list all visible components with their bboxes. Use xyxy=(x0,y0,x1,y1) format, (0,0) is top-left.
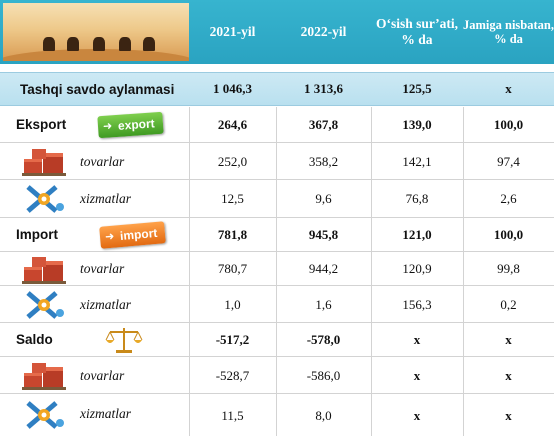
table-row-balance-services: xizmatlar 11,5 8,0 x x xyxy=(0,395,554,436)
cell-share: 99,8 xyxy=(497,261,520,276)
cell-2021: 11,5 xyxy=(221,407,244,423)
table-row-export-services: xizmatlar 12,5 9,6 76,8 2,6 xyxy=(0,181,554,218)
cell-2021: -528,7 xyxy=(215,367,250,383)
cell-2021: 264,6 xyxy=(217,116,248,132)
header-share: Jamiga nisbatan, % da xyxy=(463,17,554,46)
total-2021: 1 046,3 xyxy=(213,81,252,96)
row-label: Eksport xyxy=(16,117,67,132)
total-share: x xyxy=(505,81,512,96)
table-row-import: Import ➜ import 781,8 945,8 121,0 100,0 xyxy=(0,219,554,252)
cell-growth: x xyxy=(413,332,421,347)
cell-2022: -578,0 xyxy=(306,332,341,347)
table-row-import-goods: tovarlar 780,7 944,2 120,9 99,8 xyxy=(0,253,554,286)
row-label: xizmatlar xyxy=(80,406,132,421)
cell-2022: 945,8 xyxy=(308,227,339,242)
cell-2022: -586,0 xyxy=(306,367,341,383)
cell-2022: 8,0 xyxy=(315,407,332,423)
cell-share: 100,0 xyxy=(493,116,524,132)
table-row-balance: Saldo -517,2 -578,0 x x xyxy=(0,324,554,357)
scales-icon xyxy=(105,328,143,353)
cell-2021: 12,5 xyxy=(221,191,244,206)
header-2022: 2022-yil xyxy=(300,24,347,40)
cell-growth: 120,9 xyxy=(402,261,432,276)
cell-2021: 1,0 xyxy=(224,296,241,312)
cell-share: 100,0 xyxy=(493,227,524,242)
cell-growth: 121,0 xyxy=(402,227,432,242)
table-row-export-goods: tovarlar 252,0 358,2 142,1 97,4 xyxy=(0,144,554,180)
cell-growth: 156,3 xyxy=(402,296,432,312)
table-row-export: Eksport ➜ export 264,6 367,8 139,0 100,0 xyxy=(0,107,554,143)
row-label: tovarlar xyxy=(80,154,125,169)
cell-2021: 781,8 xyxy=(217,227,248,242)
cargo-boxes-icon xyxy=(22,363,66,390)
cell-share: 0,2 xyxy=(500,296,517,312)
cell-2022: 944,2 xyxy=(308,261,339,276)
table-row-import-services: xizmatlar 1,0 1,6 156,3 0,2 xyxy=(0,287,554,323)
import-badge-icon: ➜ import xyxy=(99,221,167,249)
row-label: Saldo xyxy=(16,332,53,347)
cell-share: 97,4 xyxy=(497,153,520,169)
cell-2021: 780,7 xyxy=(217,261,248,276)
desert-caravan-image xyxy=(3,3,189,61)
row-label: tovarlar xyxy=(80,368,125,383)
table-header: 2021-yil 2022-yil O‘sish sur’ati, % da J… xyxy=(0,0,554,64)
row-label: Import xyxy=(16,227,58,242)
cargo-boxes-icon xyxy=(22,257,66,284)
export-badge-icon: ➜ export xyxy=(97,111,164,139)
cell-share: 2,6 xyxy=(500,191,517,206)
header-2021: 2021-yil xyxy=(209,24,256,40)
cell-growth: x xyxy=(413,407,421,423)
header-growth-rate: O‘sish sur’ati, % da xyxy=(375,16,458,47)
row-label: tovarlar xyxy=(80,261,125,276)
cell-2022: 1,6 xyxy=(315,296,332,312)
cell-share: x xyxy=(505,332,512,347)
cell-growth: 76,8 xyxy=(405,191,429,206)
total-2022: 1 313,6 xyxy=(304,81,343,96)
tools-gears-icon xyxy=(26,401,64,429)
cell-2021: 252,0 xyxy=(217,153,248,169)
cell-growth: x xyxy=(413,367,421,383)
total-label: Tashqi savdo aylanmasi xyxy=(20,82,175,97)
row-label: xizmatlar xyxy=(80,191,132,206)
tools-gears-icon xyxy=(26,185,64,213)
cell-growth: 142,1 xyxy=(402,153,432,169)
total-growth: 125,5 xyxy=(402,81,432,96)
cargo-boxes-icon xyxy=(22,149,66,176)
cell-2021: -517,2 xyxy=(215,332,250,347)
cell-2022: 9,6 xyxy=(315,191,332,206)
cell-growth: 139,0 xyxy=(402,116,432,132)
cell-2022: 367,8 xyxy=(308,116,339,132)
table-row-balance-goods: tovarlar -528,7 -586,0 x x xyxy=(0,358,554,394)
cell-share: x xyxy=(505,367,512,383)
cell-2022: 358,2 xyxy=(308,153,339,169)
row-label: xizmatlar xyxy=(80,297,132,312)
cell-share: x xyxy=(505,407,512,423)
total-row: Tashqi savdo aylanmasi 1 046,3 1 313,6 1… xyxy=(0,72,554,106)
tools-gears-icon xyxy=(26,291,64,319)
